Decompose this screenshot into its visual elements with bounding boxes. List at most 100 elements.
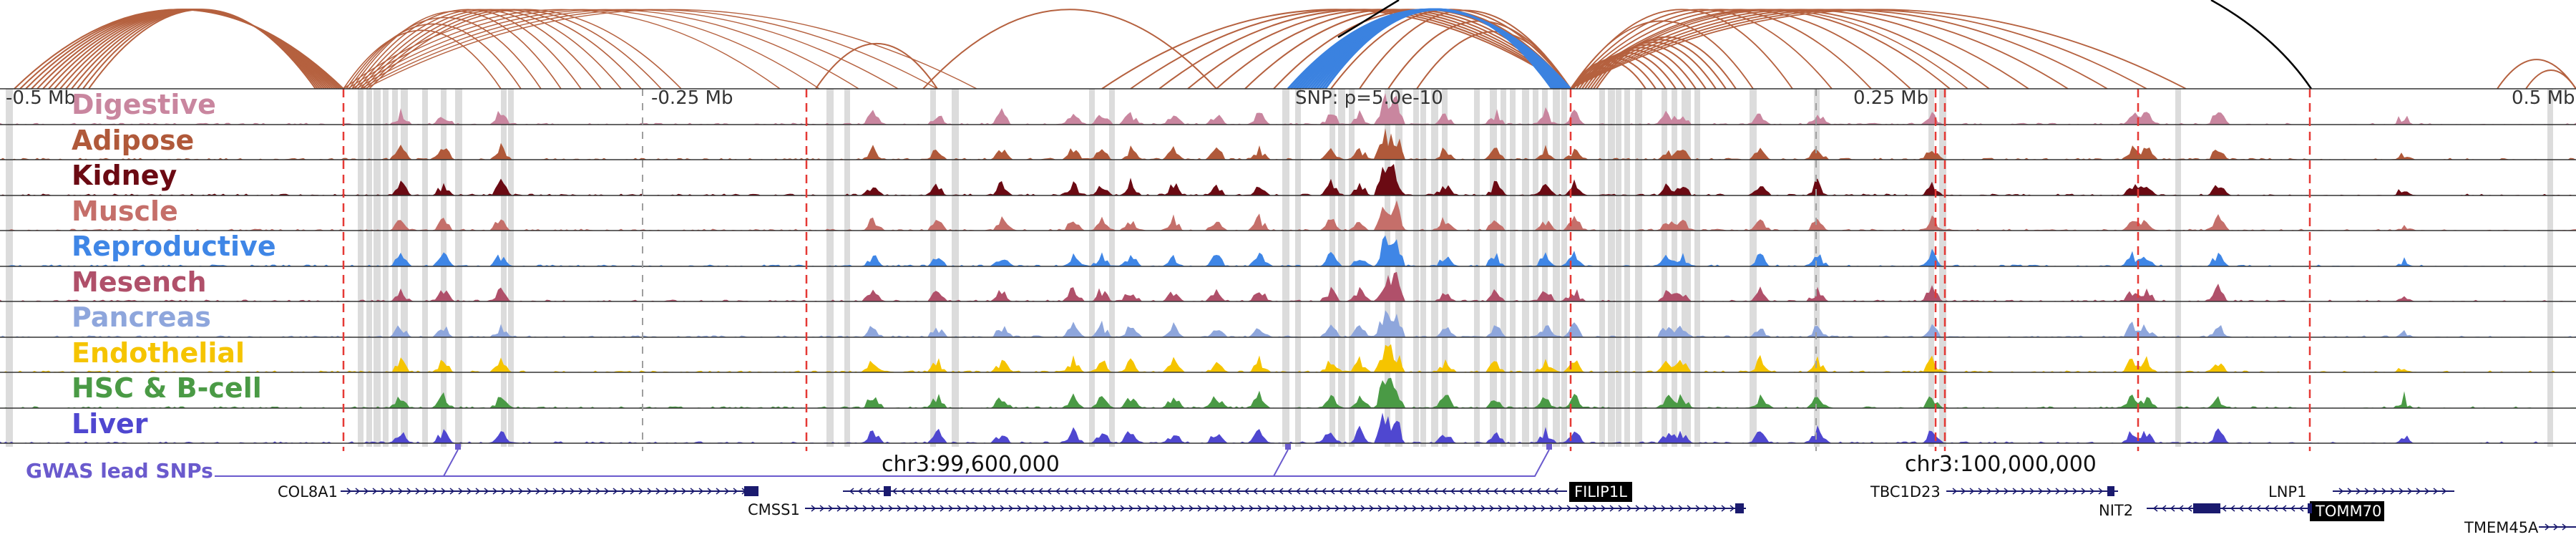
- loop-arc: [88, 9, 316, 90]
- loop-arc-black: [2210, 0, 2313, 90]
- loop-arc: [347, 9, 820, 90]
- track-label-liver: Liver: [72, 408, 148, 440]
- loop-arcs: [14, 0, 2576, 90]
- track-label-mesench: Mesench: [72, 266, 207, 298]
- loop-arc: [1570, 9, 1833, 90]
- gwas-snp-marker: [1546, 444, 1552, 450]
- gene-body-col8a1: [341, 486, 758, 496]
- highlight-band: [1928, 89, 1934, 447]
- scale-label-minus-0-5: -0.5 Mb: [6, 87, 76, 109]
- gene-body-tomm70: [2147, 503, 2312, 513]
- highlight-band: [1420, 89, 1426, 447]
- loop-arc: [351, 10, 562, 90]
- gene-lnp1[interactable]: LNP1: [2268, 483, 2306, 500]
- scale-label-plus-0-5: 0.5 Mb: [2512, 87, 2575, 109]
- loop-arc-black: [1337, 0, 1400, 39]
- loop-arc: [346, 23, 522, 90]
- coordinate-label-left: chr3:99,600,000: [882, 452, 1060, 477]
- highlight-band: [1349, 89, 1355, 447]
- gene-tomm70[interactable]: TOMM70: [2310, 501, 2384, 521]
- loop-arc: [343, 9, 781, 90]
- gene-highlight-filip1l: [1569, 482, 1632, 502]
- highlight-band: [844, 89, 850, 447]
- loop-arc-blue: [1324, 8, 1553, 90]
- gene-nit2[interactable]: NIT2: [2099, 502, 2133, 519]
- track-label-endothelial: Endothelial: [72, 337, 245, 369]
- loop-arc: [1570, 9, 1911, 90]
- loop-arc: [343, 29, 502, 90]
- highlight-band: [422, 89, 428, 447]
- track-signal: [0, 93, 2576, 125]
- gwas-track: GWAS lead SNPs: [26, 444, 1552, 483]
- highlight-band: [358, 89, 364, 447]
- highlight-band: [1282, 89, 1289, 447]
- track-label-pancreas: Pancreas: [72, 301, 211, 333]
- gene-body-cmss1: [805, 503, 1746, 513]
- scale-label-minus-0-25: -0.25 Mb: [651, 87, 733, 109]
- highlight-band: [1089, 89, 1095, 447]
- loop-arc: [1570, 9, 1872, 90]
- highlight-band: [1635, 89, 1642, 447]
- snp-label: SNP: p=5.0e-10: [1295, 87, 1443, 109]
- highlight-band: [1431, 89, 1438, 447]
- gene-highlight-tomm70: [2310, 501, 2384, 521]
- highlight-band: [1474, 89, 1480, 447]
- gene-tbc1d23[interactable]: TBC1D23: [1870, 483, 1941, 500]
- scale-label-plus-0-25: 0.25 Mb: [1853, 87, 1928, 109]
- track-signal: [0, 200, 2576, 231]
- highlight-band: [1533, 89, 1538, 447]
- gene-body-filip1l: [843, 486, 1567, 496]
- coordinate-label-right: chr3:100,000,000: [1905, 452, 2097, 477]
- loop-arc: [354, 9, 582, 90]
- gene-label-tbc1d23: TBC1D23: [1870, 483, 1941, 500]
- gene-cmss1[interactable]: CMSS1: [748, 501, 800, 518]
- highlight-band: [1624, 89, 1630, 447]
- gwas-connector-lines: [215, 449, 1550, 477]
- gene-tmem45a[interactable]: TMEM45A: [2464, 519, 2539, 536]
- track-signal: [0, 310, 2576, 337]
- track-signal: [0, 412, 2576, 443]
- loop-arc: [922, 9, 1217, 90]
- gene-body-tbc1d23: [1946, 486, 2118, 496]
- gene-label-cmss1: CMSS1: [748, 501, 800, 518]
- highlight-band: [1442, 89, 1448, 447]
- highlight-band: [441, 89, 447, 447]
- gwas-label: GWAS lead SNPs: [26, 459, 213, 483]
- loop-arc: [348, 16, 542, 90]
- highlight-band: [374, 89, 381, 447]
- loop-arc: [815, 43, 938, 90]
- highlight-band: [455, 89, 462, 447]
- highlight-band: [1694, 89, 1700, 447]
- highlight-band: [1413, 89, 1419, 447]
- track-signal: [0, 377, 2576, 408]
- track-signal: [0, 128, 2576, 160]
- highlight-band: [2175, 89, 2181, 447]
- highlight-band: [366, 89, 372, 447]
- gene-filip1l[interactable]: FILIP1L: [1569, 482, 1632, 502]
- track-label-adipose: Adipose: [72, 125, 194, 156]
- track-labels: Digestive Adipose Kidney Muscle Reproduc…: [72, 89, 276, 440]
- highlight-band: [1490, 89, 1497, 447]
- loop-arc: [364, 9, 977, 90]
- track-label-kidney: Kidney: [72, 160, 177, 191]
- track-label-muscle: Muscle: [72, 195, 178, 227]
- track-signal: [0, 235, 2576, 266]
- highlight-band: [1295, 89, 1301, 447]
- highlight-band: [1510, 89, 1516, 447]
- gene-bodies: [341, 486, 2576, 531]
- highlight-band: [930, 89, 936, 447]
- highlight-band: [1599, 89, 1605, 447]
- gene-label-nit2: NIT2: [2099, 502, 2133, 519]
- highlight-band: [501, 89, 507, 447]
- highlight-band: [401, 89, 408, 447]
- gene-label-lnp1: LNP1: [2268, 483, 2306, 500]
- highlight-band: [1662, 89, 1667, 447]
- highlight-band: [1939, 89, 1946, 447]
- track-baselines: [0, 124, 2576, 444]
- gene-body-lnp1: [2333, 488, 2454, 495]
- gene-track: COL8A1 FILIP1L CMSS1 TBC1D23 NIT2 TOMM70…: [278, 482, 2576, 536]
- highlight-band: [1501, 89, 1506, 447]
- gene-col8a1[interactable]: COL8A1: [278, 483, 338, 500]
- highlight-band: [383, 89, 389, 447]
